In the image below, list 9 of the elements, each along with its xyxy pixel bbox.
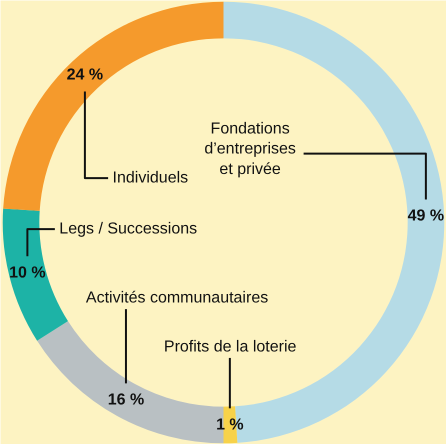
data-label: 16 %	[108, 392, 144, 409]
slice-label: Fondations d’entreprises et privée	[204, 120, 296, 178]
data-label: 24 %	[66, 66, 104, 84]
slice-label: Legs / Successions	[59, 220, 198, 238]
slice-label: Activités communautaires	[86, 289, 268, 306]
data-label: 10 %	[9, 264, 46, 282]
slice-label: Individuels	[112, 170, 188, 187]
slice-label: Profits de la loterie	[164, 338, 297, 356]
data-label: 49 %	[408, 208, 444, 225]
